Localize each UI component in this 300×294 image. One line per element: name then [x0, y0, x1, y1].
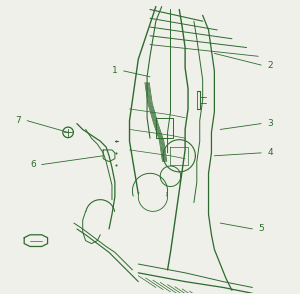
Text: 4: 4 — [267, 148, 273, 157]
Text: 3: 3 — [267, 119, 273, 128]
Text: 5: 5 — [258, 224, 264, 233]
Text: 7: 7 — [16, 116, 21, 125]
Text: 2: 2 — [267, 61, 273, 70]
Text: 1: 1 — [112, 66, 118, 76]
Text: 6: 6 — [30, 160, 36, 169]
